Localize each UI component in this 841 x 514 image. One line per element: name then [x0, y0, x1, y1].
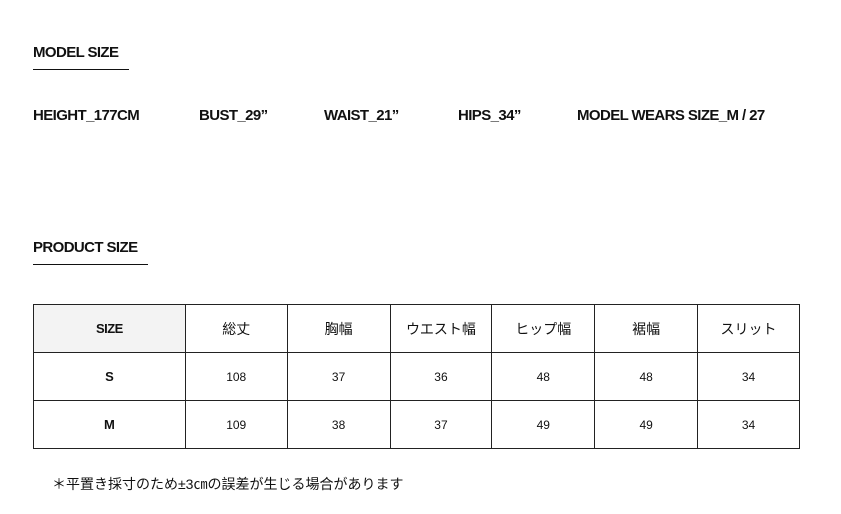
measurement-note: ＊平置き採寸のため±3㎝の誤差が生じる場合があります [52, 476, 404, 492]
table-cell: 49 [594, 400, 699, 449]
product-size-heading: PRODUCT SIZE [33, 239, 138, 256]
heading-underline [33, 264, 148, 265]
size-cell: M [33, 400, 186, 449]
size-table: SIZE 総丈 胸幅 ウエスト幅 ヒップ幅 裾幅 スリット S 108 37 3… [33, 304, 800, 449]
header-cell: ウエスト幅 [389, 304, 493, 353]
table-cell: 38 [286, 400, 391, 449]
header-cell: 総丈 [184, 304, 288, 353]
table-cell: 48 [594, 352, 699, 401]
table-row: S 108 37 36 48 48 34 [33, 352, 800, 401]
table-cell: 34 [697, 352, 800, 401]
table-cell: 36 [389, 352, 493, 401]
table-cell: 37 [286, 352, 391, 401]
heading-underline [33, 69, 129, 70]
table-cell: 49 [491, 400, 596, 449]
header-cell: SIZE [33, 304, 186, 353]
header-cell: ヒップ幅 [491, 304, 596, 353]
table-header-row: SIZE 総丈 胸幅 ウエスト幅 ヒップ幅 裾幅 スリット [33, 304, 800, 353]
model-bust: BUST_29” [199, 107, 268, 124]
table-cell: 109 [184, 400, 288, 449]
table-row: M 109 38 37 49 49 34 [33, 400, 800, 449]
model-wears-size: MODEL WEARS SIZE_M / 27 [577, 107, 765, 124]
header-cell: スリット [697, 304, 800, 353]
table-cell: 108 [184, 352, 288, 401]
model-height: HEIGHT_177CM [33, 107, 140, 124]
model-waist: WAIST_21” [324, 107, 399, 124]
model-size-heading: MODEL SIZE [33, 44, 119, 61]
table-cell: 37 [389, 400, 493, 449]
model-hips: HIPS_34” [458, 107, 521, 124]
header-cell: 胸幅 [286, 304, 391, 353]
table-cell: 34 [697, 400, 800, 449]
table-cell: 48 [491, 352, 596, 401]
header-cell: 裾幅 [594, 304, 699, 353]
size-cell: S [33, 352, 186, 401]
